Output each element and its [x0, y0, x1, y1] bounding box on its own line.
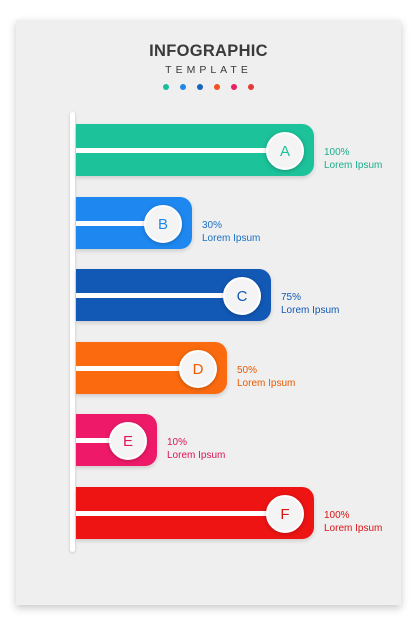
label-d: 50% Lorem Ipsum	[237, 364, 295, 390]
item-text: Lorem Ipsum	[281, 305, 340, 316]
percent-label: 100%	[324, 147, 350, 158]
palette-dot	[180, 84, 186, 90]
marker-c: C	[223, 277, 261, 315]
item-text: Lorem Ipsum	[324, 160, 383, 171]
bar-f: F	[76, 487, 314, 539]
marker-a: A	[266, 132, 304, 170]
marker-d: D	[179, 350, 217, 388]
label-e: 10% Lorem Ipsum	[167, 436, 225, 462]
infographic-title: INFOGRAPHIC	[149, 42, 268, 60]
bar-stripe	[76, 366, 197, 371]
bar-e: E	[76, 414, 157, 466]
percent-label: 50%	[237, 365, 258, 376]
bar-stripe	[76, 511, 284, 516]
bar-stripe	[76, 221, 162, 226]
percent-label: 75%	[281, 292, 302, 303]
marker-e: E	[109, 422, 147, 460]
percent-label: 10%	[167, 437, 188, 448]
label-c: 75% Lorem Ipsum	[281, 291, 339, 317]
marker-b: B	[144, 205, 182, 243]
palette-dot	[231, 84, 237, 90]
bar-stripe	[76, 293, 241, 298]
marker-f: F	[266, 495, 304, 533]
bar-c: C	[76, 269, 271, 321]
vertical-axis	[70, 112, 75, 552]
item-text: Lorem Ipsum	[202, 233, 261, 244]
label-b: 30% Lorem Ipsum	[202, 219, 260, 245]
bar-d: D	[76, 342, 227, 394]
palette-dot	[248, 84, 254, 90]
percent-label: 30%	[202, 220, 223, 231]
bar-a: A	[76, 124, 314, 176]
percent-label: 100%	[324, 510, 350, 521]
item-text: Lorem Ipsum	[324, 523, 383, 534]
bar-b: B	[76, 197, 192, 249]
bar-stripe	[76, 148, 284, 153]
bar-stripe	[76, 438, 127, 443]
palette-dot	[214, 84, 220, 90]
palette-dot	[197, 84, 203, 90]
item-text: Lorem Ipsum	[167, 450, 226, 461]
infographic-subtitle: TEMPLATE	[165, 64, 252, 76]
color-dots	[0, 84, 417, 90]
label-a: 100% Lorem Ipsum	[324, 146, 382, 172]
palette-dot	[163, 84, 169, 90]
item-text: Lorem Ipsum	[237, 378, 296, 389]
label-f: 100% Lorem Ipsum	[324, 509, 382, 535]
